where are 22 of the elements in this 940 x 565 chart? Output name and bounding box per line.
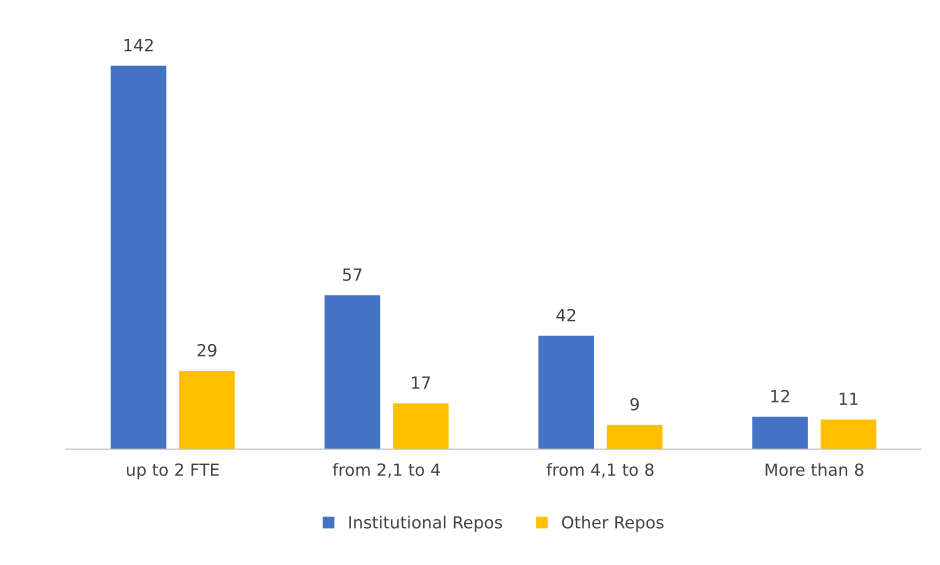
x-tick-label: from 4,1 to 8 (546, 463, 654, 478)
legend-label: Other Repos (562, 516, 664, 532)
data-label: 11 (840, 392, 858, 405)
x-tick-label: from 2,1 to 4 (332, 463, 440, 478)
data-label: 17 (412, 376, 430, 389)
data-label: 42 (556, 308, 576, 322)
legend-label: Institutional Repos (349, 516, 502, 532)
data-label: 9 (630, 398, 639, 411)
bar (820, 419, 876, 450)
data-label: 12 (771, 390, 789, 402)
data-label: 29 (198, 344, 216, 357)
data-label: 142 (124, 38, 153, 52)
bar (324, 295, 380, 450)
bar (392, 403, 449, 450)
bar (606, 424, 662, 450)
bar (110, 66, 166, 450)
bar (752, 416, 808, 450)
bar (538, 336, 594, 450)
x-tick-label: More than 8 (766, 463, 864, 476)
x-tick-label: up to 2 FTE (126, 463, 219, 480)
bar (179, 370, 235, 450)
data-label: 57 (343, 268, 362, 281)
